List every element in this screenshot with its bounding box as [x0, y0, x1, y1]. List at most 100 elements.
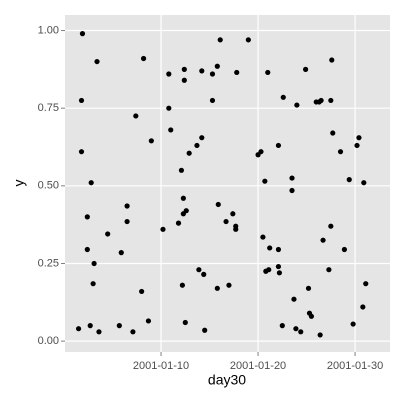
point	[91, 260, 97, 267]
point	[350, 321, 356, 327]
point	[363, 281, 369, 287]
point	[294, 102, 300, 108]
point	[215, 201, 221, 208]
point	[214, 285, 220, 291]
point	[341, 246, 348, 253]
point	[133, 113, 139, 119]
point	[265, 69, 271, 76]
point	[84, 214, 90, 220]
point	[148, 138, 154, 144]
point	[226, 282, 232, 288]
point	[275, 142, 282, 149]
point	[182, 319, 188, 326]
point	[116, 322, 122, 329]
point	[302, 66, 309, 72]
point	[130, 329, 136, 335]
point	[79, 31, 86, 37]
point	[346, 177, 352, 183]
point	[145, 318, 152, 324]
point	[180, 195, 186, 201]
point	[94, 58, 100, 65]
point	[260, 234, 266, 240]
point	[293, 326, 299, 332]
point	[199, 135, 205, 141]
point	[245, 37, 251, 43]
panel	[65, 15, 390, 352]
point	[87, 322, 93, 329]
point	[199, 68, 205, 74]
point	[196, 267, 202, 273]
point	[214, 63, 220, 69]
point	[291, 296, 297, 302]
point	[181, 66, 187, 72]
point	[308, 313, 315, 319]
point	[276, 270, 283, 276]
point	[175, 220, 182, 226]
point	[328, 97, 334, 104]
point	[354, 142, 360, 149]
y-tick-label: 1.00	[38, 24, 59, 36]
point	[275, 246, 282, 253]
x-axis-title: day30	[208, 372, 246, 388]
point	[266, 267, 272, 273]
point	[330, 130, 336, 136]
point	[105, 231, 111, 237]
point	[186, 150, 192, 156]
point	[88, 180, 94, 186]
point	[194, 142, 200, 149]
point	[337, 149, 344, 155]
point	[179, 282, 185, 288]
x-tick-label: 2001-01-20	[230, 360, 286, 372]
y-axis-title: y	[11, 180, 27, 187]
point	[267, 245, 273, 251]
point	[305, 285, 312, 291]
point	[230, 211, 236, 217]
point	[160, 226, 166, 232]
point	[258, 149, 264, 155]
y-tick-label: 0.00	[38, 335, 59, 347]
y-tick-label: 0.25	[38, 257, 59, 269]
x-tick-label: 2001-01-30	[327, 360, 383, 372]
point	[168, 127, 174, 133]
point	[289, 175, 295, 181]
point	[361, 180, 367, 186]
point	[217, 37, 223, 43]
point	[262, 178, 268, 184]
point	[289, 187, 295, 194]
point	[118, 250, 124, 256]
point	[328, 223, 334, 229]
point	[75, 326, 82, 332]
point	[90, 281, 96, 287]
point	[223, 218, 229, 225]
point	[275, 263, 282, 270]
point	[178, 167, 185, 173]
point	[318, 97, 324, 104]
point	[124, 218, 130, 225]
point	[78, 149, 85, 155]
y-tick-label: 0.50	[38, 180, 59, 192]
point	[96, 329, 102, 335]
point	[209, 71, 216, 77]
point	[84, 246, 90, 253]
point	[209, 97, 216, 104]
x-tick-label: 2001-01-10	[133, 360, 189, 372]
point	[201, 271, 207, 277]
point	[166, 71, 172, 77]
point	[166, 105, 172, 111]
point	[280, 94, 286, 100]
point	[298, 329, 304, 335]
point	[124, 203, 130, 209]
point	[202, 327, 208, 333]
point	[78, 97, 85, 104]
point	[233, 226, 239, 232]
point	[234, 69, 240, 76]
point	[356, 135, 362, 141]
point	[320, 237, 326, 243]
point	[329, 57, 335, 63]
point	[139, 288, 145, 295]
point	[317, 332, 323, 338]
point	[140, 55, 147, 62]
point	[360, 304, 366, 310]
y-tick-label: 0.75	[38, 102, 59, 114]
point	[181, 77, 187, 83]
